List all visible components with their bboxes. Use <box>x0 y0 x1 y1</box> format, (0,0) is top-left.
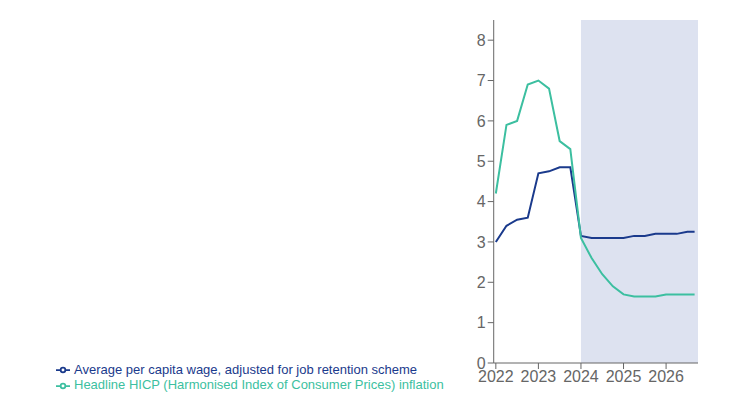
html-text:Average per capita wage, adjus: Average per capita wage, adjusted for jo… <box>74 361 417 377</box>
svg-text:7: 7 <box>477 72 486 89</box>
svg-text:2026: 2026 <box>648 368 684 385</box>
svg-text:3: 3 <box>477 234 486 251</box>
svg-text:8: 8 <box>477 32 486 49</box>
svg-text:6: 6 <box>477 113 486 130</box>
svg-text:4: 4 <box>477 193 486 210</box>
svg-text:1: 1 <box>477 314 486 331</box>
svg-text:2: 2 <box>477 274 486 291</box>
html-text:Headline HICP (Harmonised Inde: Headline HICP (Harmonised Index of Consu… <box>74 377 444 393</box>
svg-text:0: 0 <box>477 355 486 372</box>
svg-text:2024: 2024 <box>563 368 599 385</box>
svg-text:2023: 2023 <box>521 368 557 385</box>
svg-text:2022: 2022 <box>478 368 514 386</box>
svg-text:5: 5 <box>477 153 486 170</box>
svg-text:2025: 2025 <box>606 368 642 385</box>
